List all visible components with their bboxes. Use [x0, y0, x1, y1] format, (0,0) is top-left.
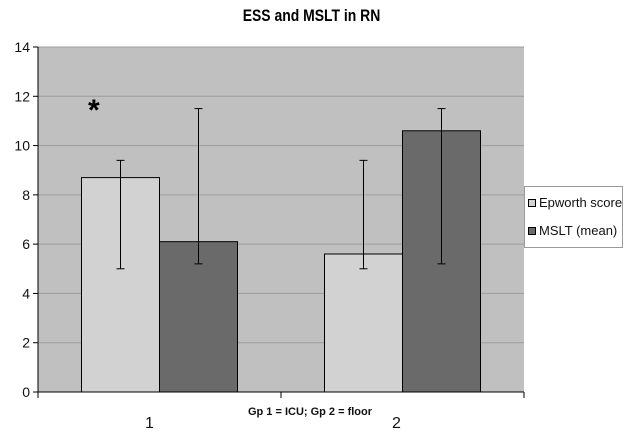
x-tick-label-1: 1 [145, 415, 154, 432]
bar-series1-cat1 [159, 241, 238, 393]
legend-label-mslt: MSLT (mean) [539, 223, 618, 238]
error-bars [116, 108, 446, 270]
legend-item-epworth: Epworth score [528, 195, 622, 210]
y-tick-label-6: 6 [22, 236, 30, 252]
bars [81, 130, 481, 393]
legend-item-mslt: MSLT (mean) [528, 223, 617, 238]
y-tick-label-8: 8 [22, 187, 30, 203]
y-tick-label-0: 0 [22, 384, 30, 400]
bar-series0-cat2 [324, 253, 403, 393]
y-tick-label-12: 12 [14, 88, 30, 104]
y-tick-label-2: 2 [22, 335, 30, 351]
y-tick-label-14: 14 [14, 39, 30, 55]
legend-swatch-mslt [528, 226, 536, 235]
legend-label-epworth: Epworth score [539, 195, 623, 210]
x-axis-label: Gp 1 = ICU; Gp 2 = floor [247, 406, 373, 418]
y-tick-label-4: 4 [22, 285, 30, 301]
legend-swatch-epworth [528, 198, 536, 207]
legend: Epworth score MSLT (mean) [524, 186, 623, 248]
significance-marker: * [88, 94, 100, 127]
x-tick-label-2: 2 [392, 415, 401, 432]
y-tick-label-10: 10 [14, 138, 30, 154]
chart-title: ESS and MSLT in RN [242, 6, 381, 25]
